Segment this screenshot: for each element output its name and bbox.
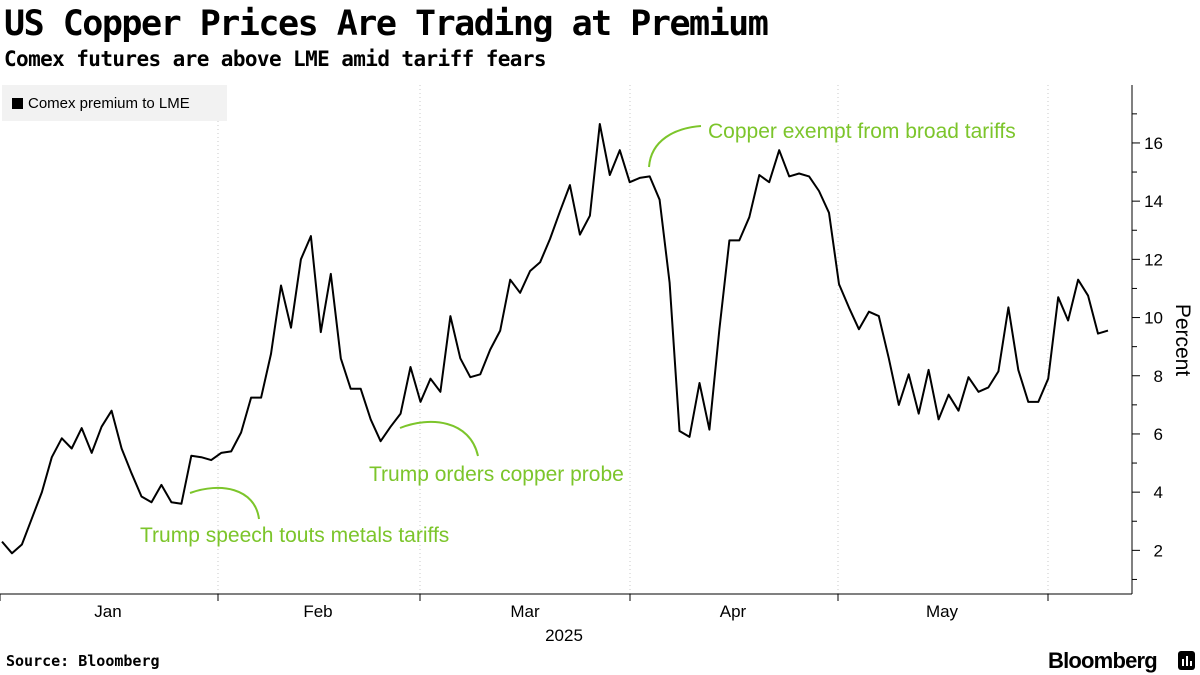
series-line-comex-premium <box>1 123 1109 555</box>
bloomberg-terminal-icon <box>1178 651 1195 670</box>
x-tick-label-jan: Jan <box>94 602 121 621</box>
x-tick-label-feb: Feb <box>303 602 332 621</box>
x-axis-year-label: 2025 <box>545 626 583 645</box>
y-axis-title: Percent <box>1171 304 1194 377</box>
y-tick-label-14: 14 <box>1144 192 1163 211</box>
series-lines <box>1 123 1109 555</box>
chart-title: US Copper Prices Are Trading at Premium <box>4 4 769 44</box>
annotation-label-1: Trump orders copper probe <box>369 463 624 486</box>
y-tick-label-10: 10 <box>1144 309 1163 328</box>
annotation-connector-0 <box>189 486 260 520</box>
annotation-label-0: Trump speech touts metals tariffs <box>140 524 449 547</box>
annotation-label-2: Copper exempt from broad tariffs <box>708 120 1016 143</box>
x-tick-label-may: May <box>926 602 959 621</box>
brand-logo: Bloomberg <box>1048 648 1158 673</box>
y-tick-label-4: 4 <box>1154 483 1163 502</box>
annotation-connector-1 <box>399 421 479 457</box>
y-tick-label-12: 12 <box>1144 250 1163 269</box>
y-tick-label-16: 16 <box>1144 134 1163 153</box>
legend-swatch <box>12 97 23 109</box>
grid-lines <box>217 85 1049 594</box>
y-tick-label-2: 2 <box>1154 541 1163 560</box>
y-tick-label-8: 8 <box>1154 367 1163 386</box>
x-axis: Jan Feb Mar Apr May 2025 <box>0 593 1132 645</box>
legend-label: Comex premium to LME <box>28 94 190 112</box>
annotation-connector-2 <box>648 125 702 168</box>
chart-subtitle: Comex futures are above LME amid tariff … <box>4 47 547 71</box>
y-axis: 2 4 6 8 10 12 14 16 Percent <box>1131 85 1194 594</box>
source-note: Source: Bloomberg <box>6 652 160 670</box>
annotations: Trump speech touts metals tariffs Trump o… <box>140 120 1016 547</box>
x-tick-label-apr: Apr <box>720 602 747 621</box>
legend: Comex premium to LME <box>2 85 227 121</box>
x-tick-label-mar: Mar <box>510 602 540 621</box>
y-tick-label-6: 6 <box>1154 425 1163 444</box>
